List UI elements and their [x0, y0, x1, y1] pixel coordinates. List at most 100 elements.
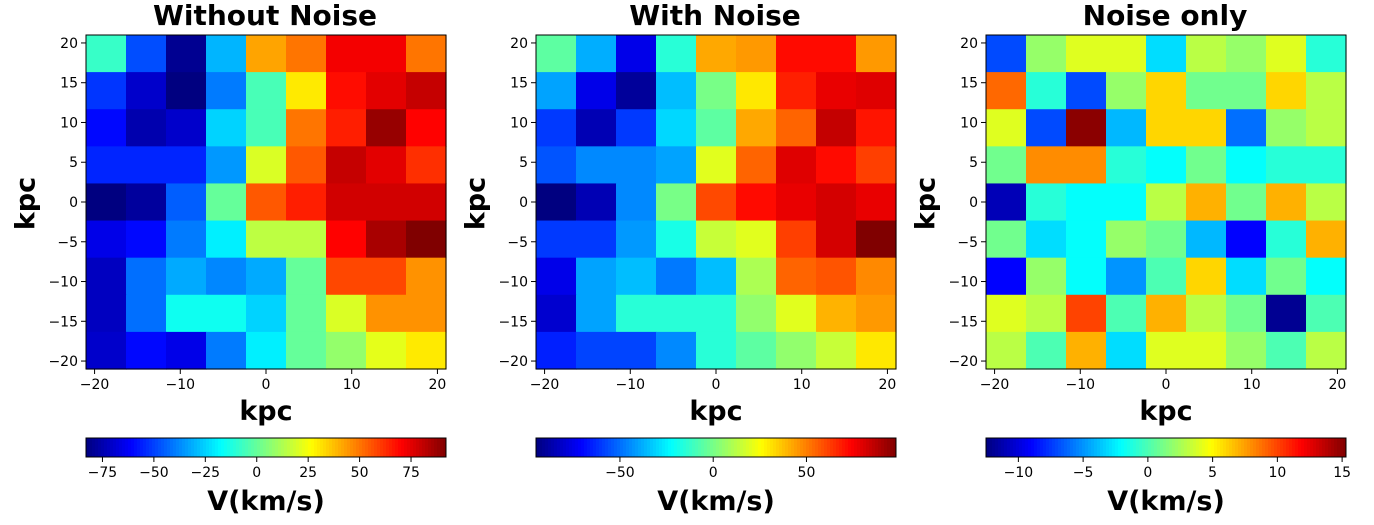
colorbar-segment — [995, 438, 999, 457]
colorbar-segment — [329, 438, 333, 457]
colorbar-segment — [1049, 438, 1053, 457]
colorbar-segment — [104, 438, 108, 457]
colorbar-segment — [317, 438, 321, 457]
heatmap-cell — [536, 331, 577, 370]
colorbar-segment — [629, 438, 633, 457]
colorbar-segment — [1055, 438, 1059, 457]
heatmap-cell — [246, 109, 287, 147]
colorbar-segment — [1193, 438, 1197, 457]
heatmap-cell — [326, 183, 367, 222]
colorbar-segment — [1151, 438, 1155, 457]
y-tick-label: 20 — [510, 36, 528, 52]
colorbar-segment — [371, 438, 375, 457]
colorbar-segment — [275, 438, 279, 457]
colorbar-segment — [1043, 438, 1047, 457]
heatmap-cell — [126, 331, 167, 370]
heatmap-cell — [1226, 146, 1267, 185]
heatmap-cell — [986, 109, 1027, 147]
colorbar-segment — [341, 438, 345, 457]
colorbar-segment — [713, 438, 717, 457]
colorbar-segment — [266, 438, 270, 457]
heatmap-cell — [656, 146, 697, 185]
colorbar-segment — [152, 438, 156, 457]
heatmap-cell — [126, 109, 167, 147]
heatmap-cell — [126, 146, 167, 185]
colorbar-segment — [1286, 438, 1290, 457]
heatmap-cell — [816, 109, 857, 147]
colorbar-segment — [260, 438, 264, 457]
colorbar-segment — [719, 438, 723, 457]
y-tick-label: 0 — [519, 195, 528, 211]
colorbar-segment — [1202, 438, 1206, 457]
heatmap-cell — [536, 146, 577, 185]
colorbar-segment — [1067, 438, 1071, 457]
heatmap-cell — [1186, 35, 1227, 73]
y-tick-label: 0 — [969, 195, 978, 211]
colorbar-segment — [1145, 438, 1149, 457]
colorbar-frame — [535, 437, 897, 458]
heatmap-cell — [576, 257, 617, 296]
colorbar-label: V(km/s) — [207, 486, 325, 517]
heatmap-cell — [166, 72, 207, 110]
colorbar-segment — [1262, 438, 1266, 457]
x-tick-label: −10 — [1066, 377, 1096, 393]
heatmap-cell — [736, 257, 777, 296]
heatmap-cell — [986, 294, 1027, 333]
colorbar-segment — [1088, 438, 1092, 457]
colorbar-segment — [554, 438, 558, 457]
colorbar-segment — [743, 438, 747, 457]
colorbar-segment — [887, 438, 891, 457]
colorbar-segment — [602, 438, 606, 457]
heatmap-cell — [206, 183, 247, 222]
heatmap-cell — [536, 183, 577, 222]
colorbar-segment — [1280, 438, 1284, 457]
heatmap-cell — [576, 331, 617, 370]
colorbar-segment — [620, 438, 624, 457]
heatmap-cell — [206, 35, 247, 73]
colorbar-segment — [1331, 438, 1335, 457]
heatmap-cell — [366, 72, 407, 110]
colorbar-segment — [269, 438, 273, 457]
colorbar-segment — [710, 438, 714, 457]
colorbar-segment — [848, 438, 852, 457]
heatmap-cell — [1106, 35, 1147, 73]
chart-title: Noise only — [1082, 0, 1248, 32]
colorbar-segment — [833, 438, 837, 457]
colorbar-segment — [239, 438, 243, 457]
colorbar-segment — [335, 438, 339, 457]
y-tick-label: −5 — [507, 235, 528, 251]
colorbar-segment — [1181, 438, 1185, 457]
colorbar-segment — [728, 438, 732, 457]
heatmap-cell — [656, 72, 697, 110]
colorbar-segment — [788, 438, 792, 457]
colorbar-segment — [590, 438, 594, 457]
heatmap-cell — [406, 72, 447, 110]
heatmap-cell — [576, 294, 617, 333]
colorbar-segment — [752, 438, 756, 457]
heatmap-cell — [406, 183, 447, 222]
colorbar-tick-label: −50 — [605, 465, 635, 481]
y-tick-label: −20 — [948, 354, 978, 370]
colorbar-segment — [425, 438, 429, 457]
colorbar-segment — [569, 438, 573, 457]
colorbar-segment — [1031, 438, 1035, 457]
colorbar-tick-label: 25 — [299, 465, 317, 481]
colorbar-segment — [443, 438, 447, 457]
heatmap-cell — [126, 183, 167, 222]
colorbar-segment — [1217, 438, 1221, 457]
colorbar-segment — [161, 438, 165, 457]
colorbar-segment — [665, 438, 669, 457]
heatmap-cell — [86, 220, 127, 259]
x-tick-label: 10 — [793, 377, 811, 393]
colorbar-segment — [1004, 438, 1008, 457]
colorbar-segment — [395, 438, 399, 457]
x-tick-label: 20 — [429, 377, 447, 393]
heatmap-cell — [1266, 72, 1307, 110]
heatmap-cell — [206, 146, 247, 185]
heatmap-cell — [1186, 146, 1227, 185]
heatmap-cell — [1306, 109, 1347, 147]
heatmap-cell — [776, 257, 817, 296]
heatmap-cell — [126, 72, 167, 110]
heatmap-cell — [576, 146, 617, 185]
